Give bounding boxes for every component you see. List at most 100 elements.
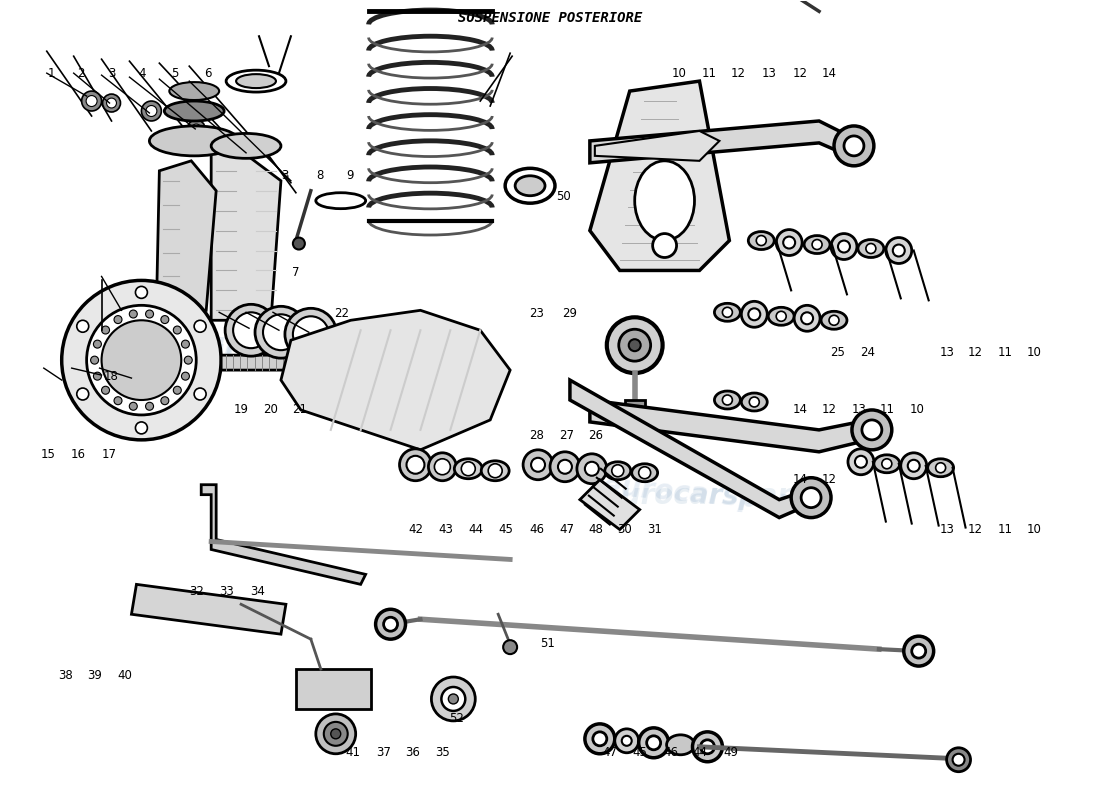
Circle shape — [585, 724, 615, 754]
Circle shape — [794, 306, 821, 331]
Circle shape — [748, 308, 760, 320]
Circle shape — [233, 312, 270, 348]
Circle shape — [263, 314, 299, 350]
Circle shape — [77, 388, 89, 400]
Circle shape — [639, 466, 650, 478]
Text: 42: 42 — [409, 522, 424, 536]
Ellipse shape — [667, 735, 694, 754]
Text: 49: 49 — [724, 746, 738, 759]
Text: 36: 36 — [406, 746, 420, 759]
Text: 41: 41 — [345, 746, 360, 759]
Ellipse shape — [927, 458, 954, 477]
Circle shape — [399, 449, 431, 481]
Ellipse shape — [714, 391, 740, 409]
Ellipse shape — [211, 134, 280, 158]
Text: 10: 10 — [910, 403, 925, 416]
Ellipse shape — [150, 126, 239, 156]
Text: 11: 11 — [998, 346, 1012, 358]
Polygon shape — [132, 584, 286, 634]
Circle shape — [316, 714, 355, 754]
Circle shape — [851, 410, 892, 450]
Ellipse shape — [741, 393, 767, 411]
Text: 12: 12 — [968, 522, 982, 536]
Text: eurocarspares: eurocarspares — [602, 482, 826, 510]
Text: 25: 25 — [829, 346, 845, 358]
Circle shape — [947, 748, 970, 772]
Text: 1: 1 — [47, 66, 55, 80]
Circle shape — [585, 462, 598, 476]
Circle shape — [161, 397, 168, 405]
Circle shape — [838, 241, 850, 253]
Text: 13: 13 — [939, 522, 955, 536]
Polygon shape — [580, 480, 640, 530]
Text: 46: 46 — [663, 746, 678, 759]
Ellipse shape — [515, 176, 544, 196]
Circle shape — [174, 326, 182, 334]
Polygon shape — [221, 355, 390, 370]
Circle shape — [101, 320, 182, 400]
Circle shape — [741, 302, 767, 327]
Circle shape — [449, 694, 459, 704]
Circle shape — [629, 339, 640, 351]
Text: 7: 7 — [292, 266, 299, 279]
Circle shape — [384, 618, 397, 631]
Circle shape — [145, 402, 154, 410]
Text: 22: 22 — [334, 307, 349, 320]
Circle shape — [461, 462, 475, 476]
Ellipse shape — [236, 74, 276, 88]
Text: 20: 20 — [263, 403, 278, 416]
Text: 44: 44 — [468, 522, 483, 536]
Text: 26: 26 — [588, 430, 604, 442]
Text: 18: 18 — [104, 370, 119, 382]
Circle shape — [135, 422, 147, 434]
Circle shape — [431, 677, 475, 721]
Text: 14: 14 — [822, 66, 837, 80]
Text: 39: 39 — [88, 669, 102, 682]
Circle shape — [829, 315, 839, 326]
Text: 52: 52 — [450, 712, 464, 726]
Circle shape — [647, 736, 661, 750]
Circle shape — [862, 420, 882, 440]
Ellipse shape — [635, 161, 694, 241]
Circle shape — [844, 136, 864, 156]
Circle shape — [285, 308, 337, 360]
Circle shape — [791, 478, 830, 518]
Text: 14: 14 — [792, 403, 807, 416]
Polygon shape — [595, 131, 719, 161]
Text: 2: 2 — [77, 66, 85, 80]
Polygon shape — [570, 380, 810, 518]
Circle shape — [87, 306, 196, 415]
Text: 27: 27 — [559, 430, 574, 442]
Text: 29: 29 — [562, 307, 578, 320]
Circle shape — [161, 315, 168, 323]
Circle shape — [441, 687, 465, 711]
Bar — [625, 400, 645, 415]
Circle shape — [187, 120, 206, 138]
Circle shape — [145, 310, 154, 318]
Text: 45: 45 — [498, 522, 514, 536]
Text: 8: 8 — [316, 169, 323, 182]
Text: 32: 32 — [189, 585, 205, 598]
Text: 35: 35 — [436, 746, 450, 759]
Circle shape — [777, 230, 802, 255]
Text: SOSPENSIONE POSTERIORE: SOSPENSIONE POSTERIORE — [458, 11, 642, 26]
Polygon shape — [590, 81, 729, 270]
Ellipse shape — [873, 455, 900, 473]
Circle shape — [86, 95, 97, 106]
Circle shape — [524, 450, 553, 480]
Circle shape — [652, 234, 676, 258]
Circle shape — [191, 124, 201, 134]
Text: 21: 21 — [293, 403, 308, 416]
Circle shape — [194, 388, 206, 400]
Circle shape — [893, 245, 905, 257]
Text: 16: 16 — [72, 448, 86, 461]
Ellipse shape — [858, 239, 883, 258]
Circle shape — [615, 729, 639, 753]
Circle shape — [531, 458, 544, 472]
Circle shape — [174, 386, 182, 394]
Text: 28: 28 — [529, 430, 544, 442]
Circle shape — [488, 464, 503, 478]
Circle shape — [558, 460, 572, 474]
Circle shape — [101, 326, 110, 334]
Text: 10: 10 — [1027, 522, 1042, 536]
